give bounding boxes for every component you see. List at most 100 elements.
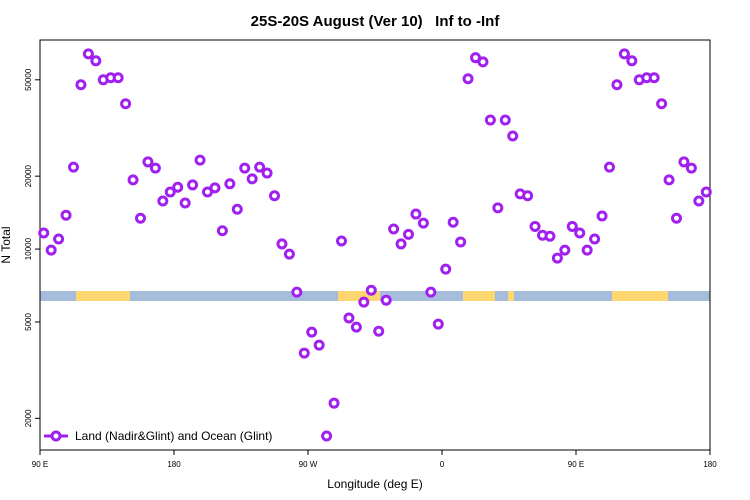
data-point <box>142 156 154 168</box>
data-point <box>68 161 79 173</box>
data-point <box>611 79 623 91</box>
data-point <box>291 286 303 298</box>
data-point <box>410 208 422 220</box>
data-point <box>604 161 615 173</box>
data-point <box>507 130 519 142</box>
data-point <box>246 173 258 185</box>
y-tick-label: 5000 <box>24 313 33 331</box>
data-point <box>276 238 288 250</box>
data-point <box>53 233 65 245</box>
data-point <box>626 55 638 67</box>
data-point <box>685 162 697 174</box>
data-point <box>589 233 601 245</box>
data-point <box>283 248 295 260</box>
legend-label: Land (Nadir&Glint) and Ocean (Glint) <box>75 429 272 443</box>
y-tick-label: 20000 <box>24 164 33 187</box>
data-point <box>522 190 534 202</box>
data-point <box>90 55 102 67</box>
data-point <box>209 182 221 194</box>
data-point <box>216 225 228 237</box>
x-tick-label: 180 <box>703 460 717 469</box>
data-point <box>336 235 347 247</box>
data-point <box>380 294 392 306</box>
data-point <box>261 167 273 179</box>
data-point <box>648 72 660 84</box>
plot-frame <box>39 39 711 451</box>
data-point <box>120 98 132 110</box>
data-point <box>700 186 712 198</box>
data-point <box>328 397 340 409</box>
data-point <box>395 238 407 250</box>
data-point <box>403 228 414 240</box>
data-point <box>135 212 146 224</box>
data-point <box>60 209 72 221</box>
data-point <box>447 216 459 228</box>
data-point <box>112 72 124 84</box>
data-point <box>574 227 586 239</box>
data-point <box>127 174 139 186</box>
legend-marker <box>50 430 62 442</box>
data-point <box>306 326 318 338</box>
data-point <box>432 318 444 330</box>
data-point <box>663 174 675 186</box>
data-point <box>417 217 429 229</box>
data-point <box>45 244 57 256</box>
data-point <box>425 286 437 298</box>
data-point <box>388 223 400 235</box>
data-point <box>343 312 355 324</box>
data-point <box>149 162 161 174</box>
data-point <box>179 197 191 209</box>
data-point <box>581 244 593 256</box>
data-point <box>373 325 385 337</box>
data-point <box>82 48 94 60</box>
data-point <box>187 179 199 191</box>
y-tick-label: 2000 <box>24 409 33 427</box>
data-point <box>350 321 362 333</box>
data-point <box>499 114 511 126</box>
data-point <box>298 347 310 359</box>
data-point <box>529 220 541 232</box>
data-point <box>462 73 474 85</box>
y-axis-label: N Total <box>0 226 13 263</box>
data-point <box>157 195 169 207</box>
data-point <box>484 114 496 126</box>
data-point <box>358 296 370 308</box>
y-tick-label: 10000 <box>24 237 33 260</box>
data-point <box>693 195 705 207</box>
data-point <box>365 284 377 296</box>
data-point <box>224 178 236 190</box>
data-point <box>492 202 504 214</box>
data-point <box>671 212 682 224</box>
y-tick-label: 50000 <box>24 68 33 91</box>
x-tick-label: 90 E <box>32 460 48 469</box>
data-point <box>477 56 489 68</box>
data-point <box>321 430 333 442</box>
data-point <box>231 203 243 215</box>
x-tick-label: 180 <box>167 460 181 469</box>
data-point <box>566 220 578 232</box>
data-point <box>239 162 251 174</box>
x-axis-label: Longitude (deg E) <box>327 477 422 491</box>
data-point <box>544 230 556 242</box>
data-point <box>38 227 50 239</box>
data-point <box>656 98 668 110</box>
surface-strip <box>40 291 710 301</box>
data-point <box>596 210 608 222</box>
data-point <box>559 244 571 256</box>
data-point <box>455 236 467 248</box>
data-point <box>269 190 280 202</box>
data-point <box>164 186 176 198</box>
data-point <box>172 181 184 193</box>
data-point <box>618 48 630 60</box>
data-point <box>313 339 325 351</box>
data-point <box>194 154 206 166</box>
data-point <box>75 79 87 91</box>
data-point <box>678 156 690 168</box>
data-point <box>440 263 452 275</box>
chart-title: 25S-20S August (Ver 10) Inf to -Inf <box>251 13 501 30</box>
x-tick-label: 90 E <box>568 460 584 469</box>
data-point <box>254 161 266 173</box>
x-tick-label: 90 W <box>299 460 318 469</box>
x-tick-label: 0 <box>440 460 445 469</box>
